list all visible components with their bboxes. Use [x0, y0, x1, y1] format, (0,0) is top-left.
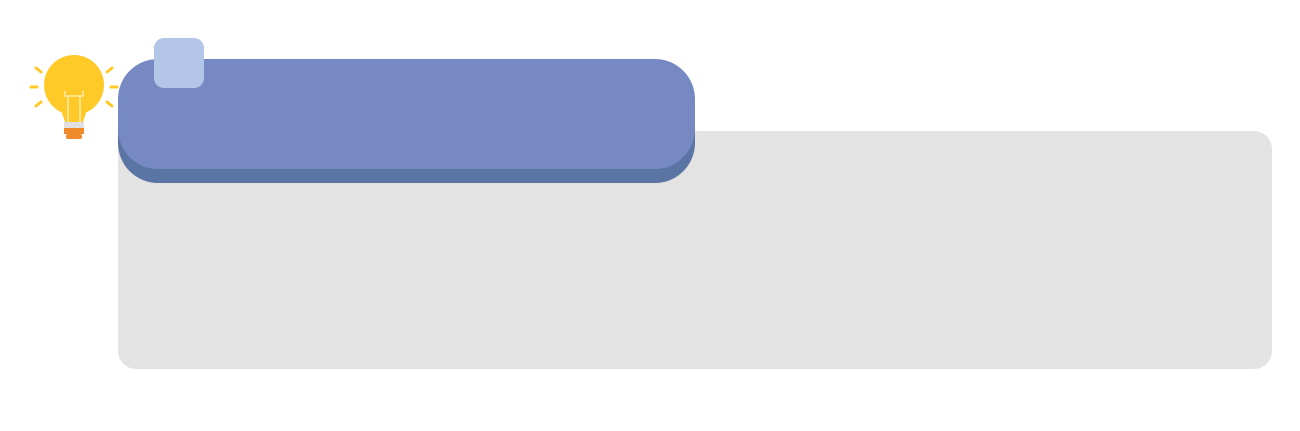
- corner-tab: [154, 38, 204, 88]
- lightbulb-icon: [29, 55, 119, 139]
- lightbulb-rays: [29, 66, 119, 108]
- header-banner: [118, 59, 695, 169]
